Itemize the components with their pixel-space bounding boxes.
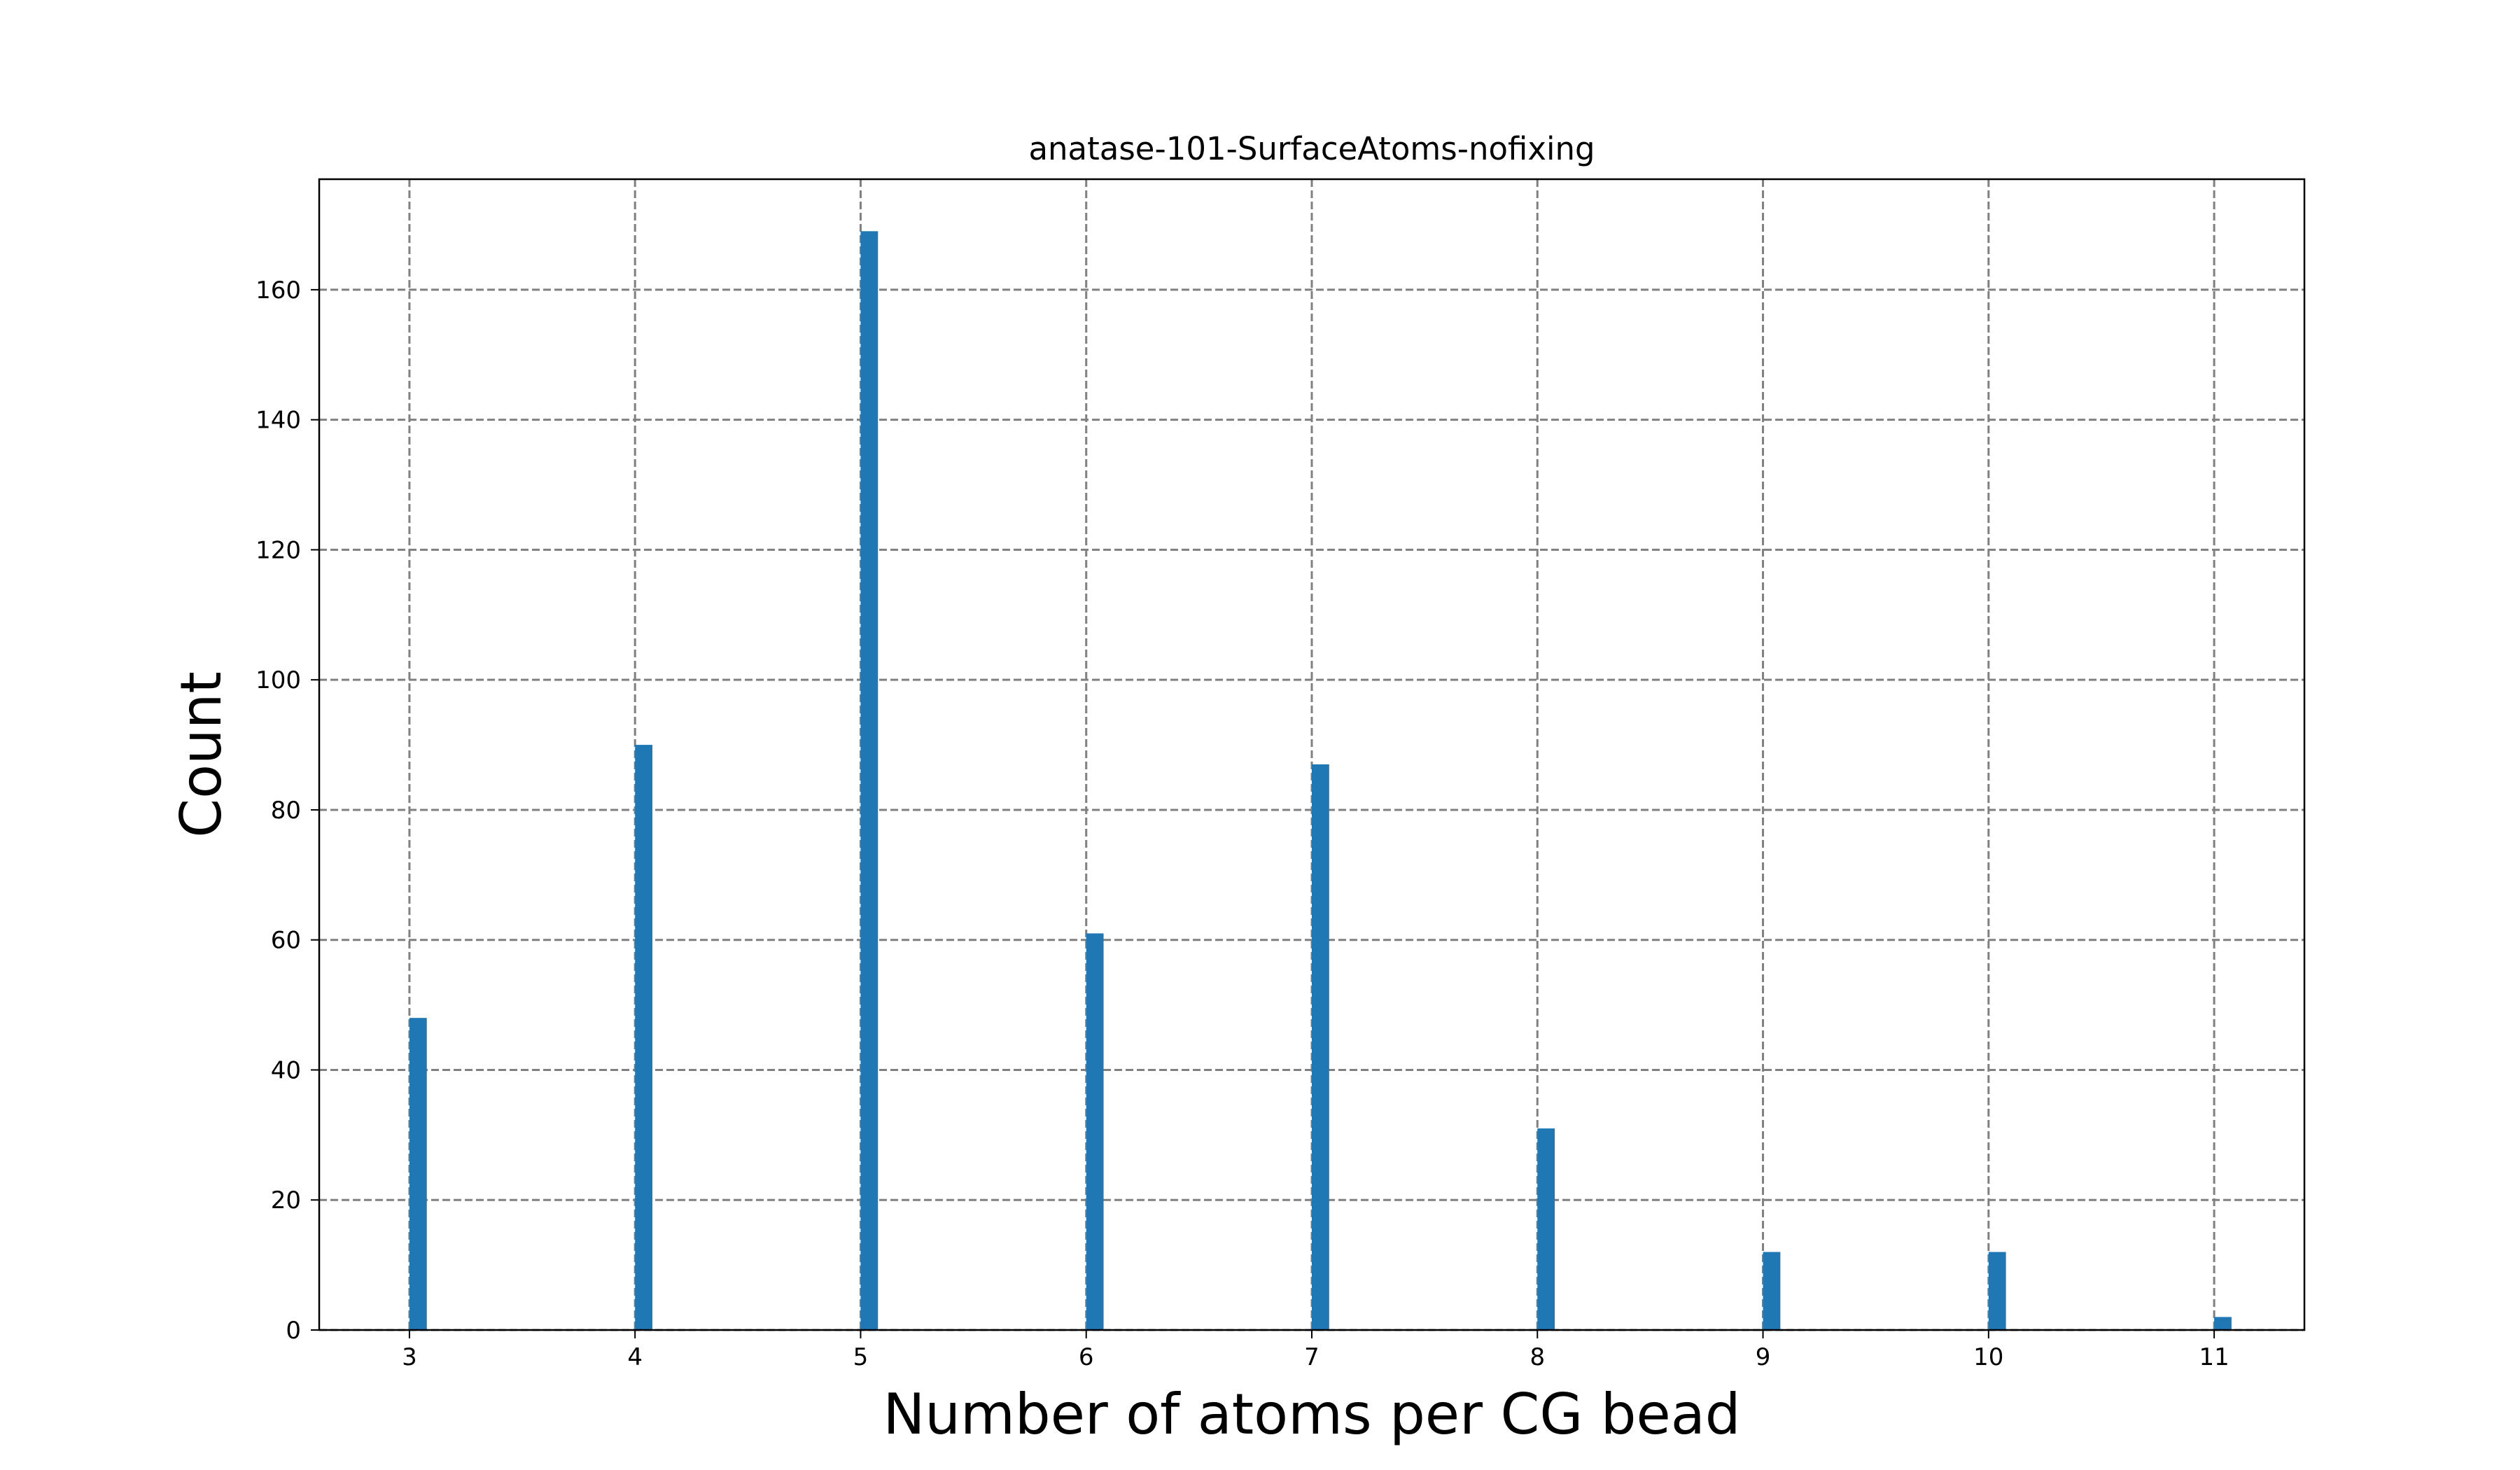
y-tick-label: 40: [271, 1056, 301, 1084]
y-axis-label: Count: [169, 671, 234, 838]
x-axis-label: Number of atoms per CG bead: [883, 1382, 1740, 1447]
y-tick-label: 160: [255, 276, 301, 304]
x-tick-label: 7: [1304, 1343, 1320, 1371]
histogram-bar: [1537, 1128, 1555, 1330]
x-tick-label: 3: [402, 1343, 417, 1371]
x-tick-label: 9: [1756, 1343, 1771, 1371]
histogram-bar: [1763, 1252, 1781, 1330]
y-tick-label: 0: [286, 1317, 301, 1345]
y-tick-label: 80: [271, 797, 301, 825]
axis-ticks: 3 4 5 6 7 8 9 10 11 0 20 40 60 80 100 120 140 160: [255, 276, 2230, 1371]
x-tick-label: 4: [627, 1343, 643, 1371]
histogram-bar: [1988, 1252, 2006, 1330]
histogram-bar: [2214, 1317, 2232, 1330]
x-tick-label: 6: [1079, 1343, 1094, 1371]
y-tick-label: 60: [271, 927, 301, 955]
x-tick-label: 10: [1973, 1343, 2003, 1371]
histogram-bar: [860, 231, 878, 1331]
bars: [409, 231, 2232, 1331]
y-tick-label: 120: [255, 536, 301, 564]
x-tick-label: 11: [2199, 1343, 2229, 1371]
chart-title: anatase-101-SurfaceAtoms-nofixing: [1028, 130, 1595, 167]
y-tick-label: 140: [255, 407, 301, 435]
x-tick-label: 8: [1530, 1343, 1545, 1371]
histogram-bar: [1086, 933, 1104, 1330]
y-tick-label: 100: [255, 666, 301, 694]
histogram-bar: [635, 745, 652, 1330]
histogram-bar: [409, 1018, 427, 1330]
histogram-bar: [1312, 764, 1329, 1330]
y-tick-label: 20: [271, 1186, 301, 1214]
x-tick-label: 5: [853, 1343, 869, 1371]
